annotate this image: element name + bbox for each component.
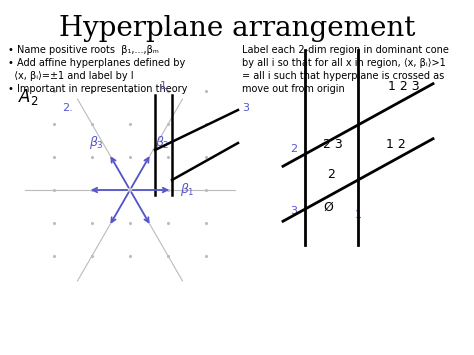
Text: • Important in representation theory: • Important in representation theory [8, 84, 187, 94]
Text: 1: 1 [355, 210, 362, 220]
Text: • Add affine hyperplanes defined by: • Add affine hyperplanes defined by [8, 58, 185, 68]
Text: 2.: 2. [62, 103, 73, 113]
Text: $\beta_1$: $\beta_1$ [180, 180, 195, 197]
Text: Ø: Ø [323, 201, 333, 213]
Text: Hyperplane arrangement: Hyperplane arrangement [59, 15, 415, 42]
Text: Label each 2-dim region in dominant cone: Label each 2-dim region in dominant cone [242, 45, 449, 55]
Text: 3: 3 [290, 206, 297, 216]
Text: ⟨x, βᵢ⟩=±1 and label by I: ⟨x, βᵢ⟩=±1 and label by I [8, 71, 134, 81]
Text: = all i such that hyperplane is crossed as: = all i such that hyperplane is crossed … [242, 71, 444, 81]
Text: 1 2: 1 2 [386, 138, 406, 152]
Text: $\beta_2$: $\beta_2$ [155, 133, 170, 151]
Text: $\beta_3$: $\beta_3$ [89, 133, 104, 151]
Text: 3: 3 [242, 103, 249, 113]
Text: 1 2 3: 1 2 3 [388, 81, 419, 93]
Text: by all i so that for all x in region, ⟨x, βᵢ⟩>1: by all i so that for all x in region, ⟨x… [242, 58, 446, 68]
Text: 2: 2 [328, 169, 336, 181]
Text: $A_2$: $A_2$ [18, 87, 38, 107]
Text: 1: 1 [160, 81, 167, 91]
Text: 2 3: 2 3 [323, 138, 343, 152]
Text: 2: 2 [290, 144, 297, 154]
Text: move out from origin: move out from origin [242, 84, 345, 94]
Text: • Name positive roots  β₁,...,βₘ: • Name positive roots β₁,...,βₘ [8, 45, 159, 55]
